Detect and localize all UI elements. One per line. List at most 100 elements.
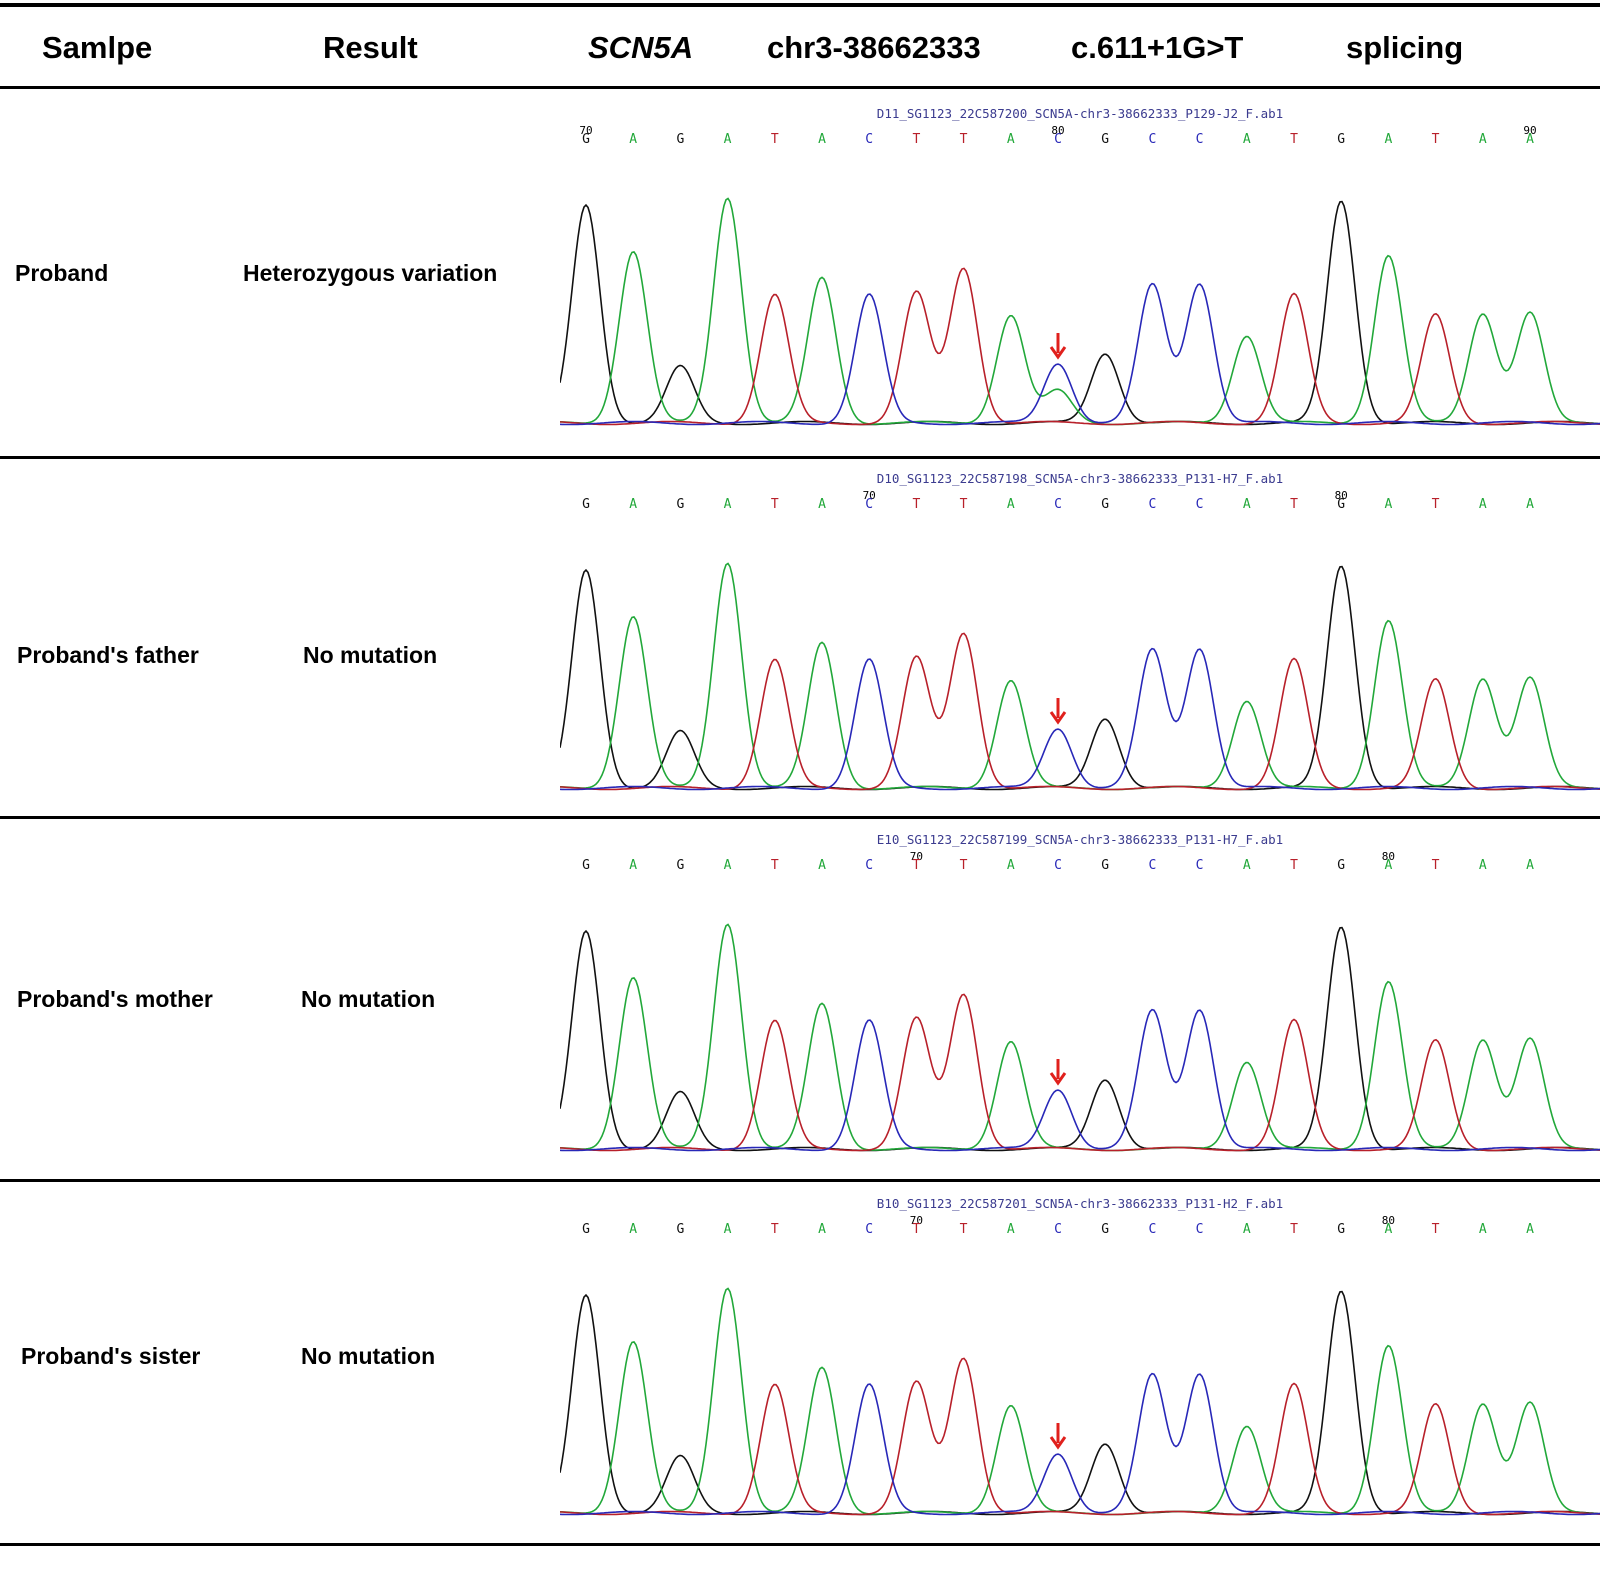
base-call: G <box>1101 1222 1109 1237</box>
base-call: C <box>1054 497 1062 512</box>
position-marker: 70 <box>910 1214 923 1227</box>
base-call: A <box>1007 858 1015 873</box>
trace-c <box>560 1008 1600 1152</box>
base-call: A <box>724 858 732 873</box>
base-call: C <box>865 497 873 512</box>
base-call: G <box>1101 132 1109 147</box>
result-label: No mutation <box>301 986 436 1012</box>
base-call: A <box>1007 1222 1015 1237</box>
trace-a <box>560 1287 1600 1516</box>
base-call: T <box>912 858 920 873</box>
chromatogram-svg: B10_SG1123_22C587201_SCN5A-chr3-38662333… <box>560 1196 1600 1516</box>
base-call: T <box>771 497 779 512</box>
trace-g <box>560 926 1600 1152</box>
base-call: A <box>1243 497 1251 512</box>
trace-a <box>560 923 1600 1152</box>
base-call: T <box>960 132 968 147</box>
base-call: A <box>724 1222 732 1237</box>
base-call: A <box>1479 858 1487 873</box>
base-call: A <box>1243 132 1251 147</box>
trace-file-name: B10_SG1123_22C587201_SCN5A-chr3-38662333… <box>877 1196 1283 1211</box>
base-call: T <box>960 497 968 512</box>
mutation-arrow <box>1049 333 1067 360</box>
position-marker: 90 <box>1523 124 1536 137</box>
base-call: G <box>1101 497 1109 512</box>
trace-c <box>560 282 1600 426</box>
header-sample: Samlpe <box>42 30 153 65</box>
header-result: Result <box>323 30 418 65</box>
mutation-arrow <box>1049 698 1067 725</box>
base-call: A <box>1479 497 1487 512</box>
base-call: A <box>1526 132 1534 147</box>
base-call: G <box>582 132 590 147</box>
trace-g <box>560 1290 1600 1516</box>
base-call: A <box>629 858 637 873</box>
base-call: C <box>1148 132 1156 147</box>
header-type: splicing <box>1346 30 1464 65</box>
base-call: A <box>818 132 826 147</box>
position-marker: 80 <box>1335 489 1348 502</box>
base-call: A <box>1479 132 1487 147</box>
base-call: T <box>912 132 920 147</box>
base-call: C <box>865 858 873 873</box>
mutation-arrow <box>1049 1059 1067 1086</box>
base-call: G <box>1337 1222 1345 1237</box>
base-call: C <box>1196 858 1204 873</box>
base-call: T <box>912 1222 920 1237</box>
mutation-arrow <box>1049 1423 1067 1450</box>
trace-g <box>560 565 1600 791</box>
sample-label: Proband's sister <box>21 1343 201 1369</box>
base-call: T <box>1432 497 1440 512</box>
base-call: A <box>629 497 637 512</box>
chromatogram-svg: D11_SG1123_22C587200_SCN5A-chr3-38662333… <box>560 106 1600 426</box>
trace-t <box>560 267 1600 426</box>
base-call: C <box>1196 1222 1204 1237</box>
base-call: A <box>629 132 637 147</box>
base-call: T <box>1432 1222 1440 1237</box>
result-label: No mutation <box>303 642 438 668</box>
base-call: T <box>960 1222 968 1237</box>
base-call: A <box>1384 497 1392 512</box>
base-call: A <box>1243 858 1251 873</box>
chromatogram-svg: E10_SG1123_22C587199_SCN5A-chr3-38662333… <box>560 832 1600 1152</box>
base-call: T <box>1290 1222 1298 1237</box>
sample-label: Proband's father <box>17 642 199 668</box>
base-call: A <box>1243 1222 1251 1237</box>
sample-label: Proband's mother <box>17 986 213 1012</box>
base-call: T <box>771 132 779 147</box>
position-marker: 70 <box>910 850 923 863</box>
base-call: C <box>1148 858 1156 873</box>
sample-label: Proband <box>15 260 109 286</box>
base-call: T <box>1290 858 1298 873</box>
chromatogram-proband: D11_SG1123_22C587200_SCN5A-chr3-38662333… <box>560 100 1600 440</box>
position-marker: 80 <box>1051 124 1064 137</box>
row-divider <box>0 1179 1600 1182</box>
table-bottom-rule <box>0 1543 1600 1546</box>
base-call: G <box>676 132 684 147</box>
base-call: A <box>724 132 732 147</box>
base-call: C <box>865 132 873 147</box>
result-label: Heterozygous variation <box>243 260 498 286</box>
base-call: C <box>1196 132 1204 147</box>
trace-g <box>560 200 1600 426</box>
row-divider <box>0 456 1600 459</box>
base-call: A <box>629 1222 637 1237</box>
base-call: G <box>582 497 590 512</box>
row-divider <box>0 816 1600 819</box>
base-call: G <box>676 858 684 873</box>
chromatogram-father: D10_SG1123_22C587198_SCN5A-chr3-38662333… <box>560 465 1600 805</box>
position-marker: 80 <box>1382 850 1395 863</box>
base-call: T <box>1432 132 1440 147</box>
chromatogram-svg: D10_SG1123_22C587198_SCN5A-chr3-38662333… <box>560 471 1600 791</box>
header-bottom-rule <box>0 86 1600 89</box>
base-call: C <box>1054 858 1062 873</box>
base-call: T <box>1290 497 1298 512</box>
base-call: G <box>1337 132 1345 147</box>
base-call: A <box>818 858 826 873</box>
base-call: A <box>1384 858 1392 873</box>
base-call: G <box>1337 497 1345 512</box>
trace-t <box>560 1357 1600 1516</box>
header-locus: chr3-38662333 <box>767 30 981 65</box>
trace-a <box>560 197 1600 426</box>
header-change: c.611+1G>T <box>1071 30 1244 65</box>
